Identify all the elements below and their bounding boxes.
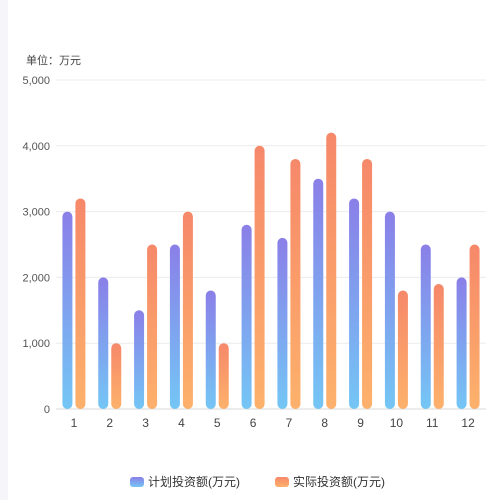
x-tick-label: 7 [286, 416, 293, 430]
x-tick-label: 6 [250, 416, 257, 430]
legend-swatch [275, 477, 289, 487]
grid-lines [56, 79, 486, 410]
planned-bar-8[interactable] [313, 178, 324, 409]
legend-item-planned[interactable]: 计划投资额(万元) [130, 474, 240, 489]
planned-bar-7[interactable] [277, 237, 288, 409]
legend[interactable]: 计划投资额(万元) 实际投资额(万元) [130, 474, 385, 489]
planned-bar-5[interactable] [205, 290, 216, 409]
legend-swatch [130, 477, 144, 487]
x-tick-label: 5 [214, 416, 221, 430]
y-tick-label: 0 [44, 404, 50, 416]
x-tick-label: 4 [178, 416, 185, 430]
unit-label: 单位：万元 [26, 53, 81, 67]
legend-label: 实际投资额(万元) [293, 474, 385, 489]
planned-bar-6[interactable] [241, 224, 252, 409]
actual-bar-11[interactable] [433, 283, 444, 409]
actual-bar-3[interactable] [147, 244, 158, 410]
actual-bar-4[interactable] [182, 211, 193, 409]
actual-bar-6[interactable] [254, 145, 265, 410]
x-tick-label: 9 [357, 416, 364, 430]
planned-bar-10[interactable] [384, 211, 395, 409]
x-axis: 1 2 3 4 5 6 7 8 9 10 11 12 [71, 416, 476, 430]
actual-bar-9[interactable] [362, 158, 373, 409]
y-tick-label: 2,000 [22, 272, 50, 284]
y-tick-label: 4,000 [22, 141, 50, 153]
bars [62, 132, 480, 410]
x-tick-label: 10 [390, 416, 404, 430]
legend-item-actual[interactable]: 实际投资额(万元) [275, 474, 385, 489]
y-tick-label: 5,000 [22, 75, 50, 87]
actual-bar-2[interactable] [111, 343, 122, 409]
y-tick-label: 3,000 [22, 207, 50, 219]
planned-bar-1[interactable] [62, 211, 73, 409]
planned-bar-3[interactable] [134, 310, 145, 409]
planned-bar-12[interactable] [456, 277, 467, 409]
x-tick-label: 8 [321, 416, 328, 430]
x-tick-label: 2 [106, 416, 113, 430]
planned-bar-9[interactable] [349, 198, 360, 409]
planned-bar-4[interactable] [169, 244, 180, 410]
actual-bar-7[interactable] [290, 158, 301, 409]
actual-bar-8[interactable] [326, 132, 337, 409]
planned-bar-11[interactable] [420, 244, 431, 410]
actual-bar-10[interactable] [397, 290, 408, 409]
x-tick-label: 11 [426, 416, 439, 430]
actual-bar-1[interactable] [75, 198, 86, 409]
actual-bar-5[interactable] [218, 343, 229, 409]
legend-label: 计划投资额(万元) [148, 474, 240, 489]
planned-bar-2[interactable] [98, 277, 109, 409]
y-tick-label: 1,000 [22, 338, 50, 350]
x-tick-label: 3 [142, 416, 149, 430]
actual-bar-12[interactable] [469, 244, 480, 410]
y-axis: 0 1,000 2,000 3,000 4,000 5,000 [22, 75, 50, 416]
x-tick-label: 1 [71, 416, 78, 430]
x-tick-label: 12 [461, 416, 475, 430]
